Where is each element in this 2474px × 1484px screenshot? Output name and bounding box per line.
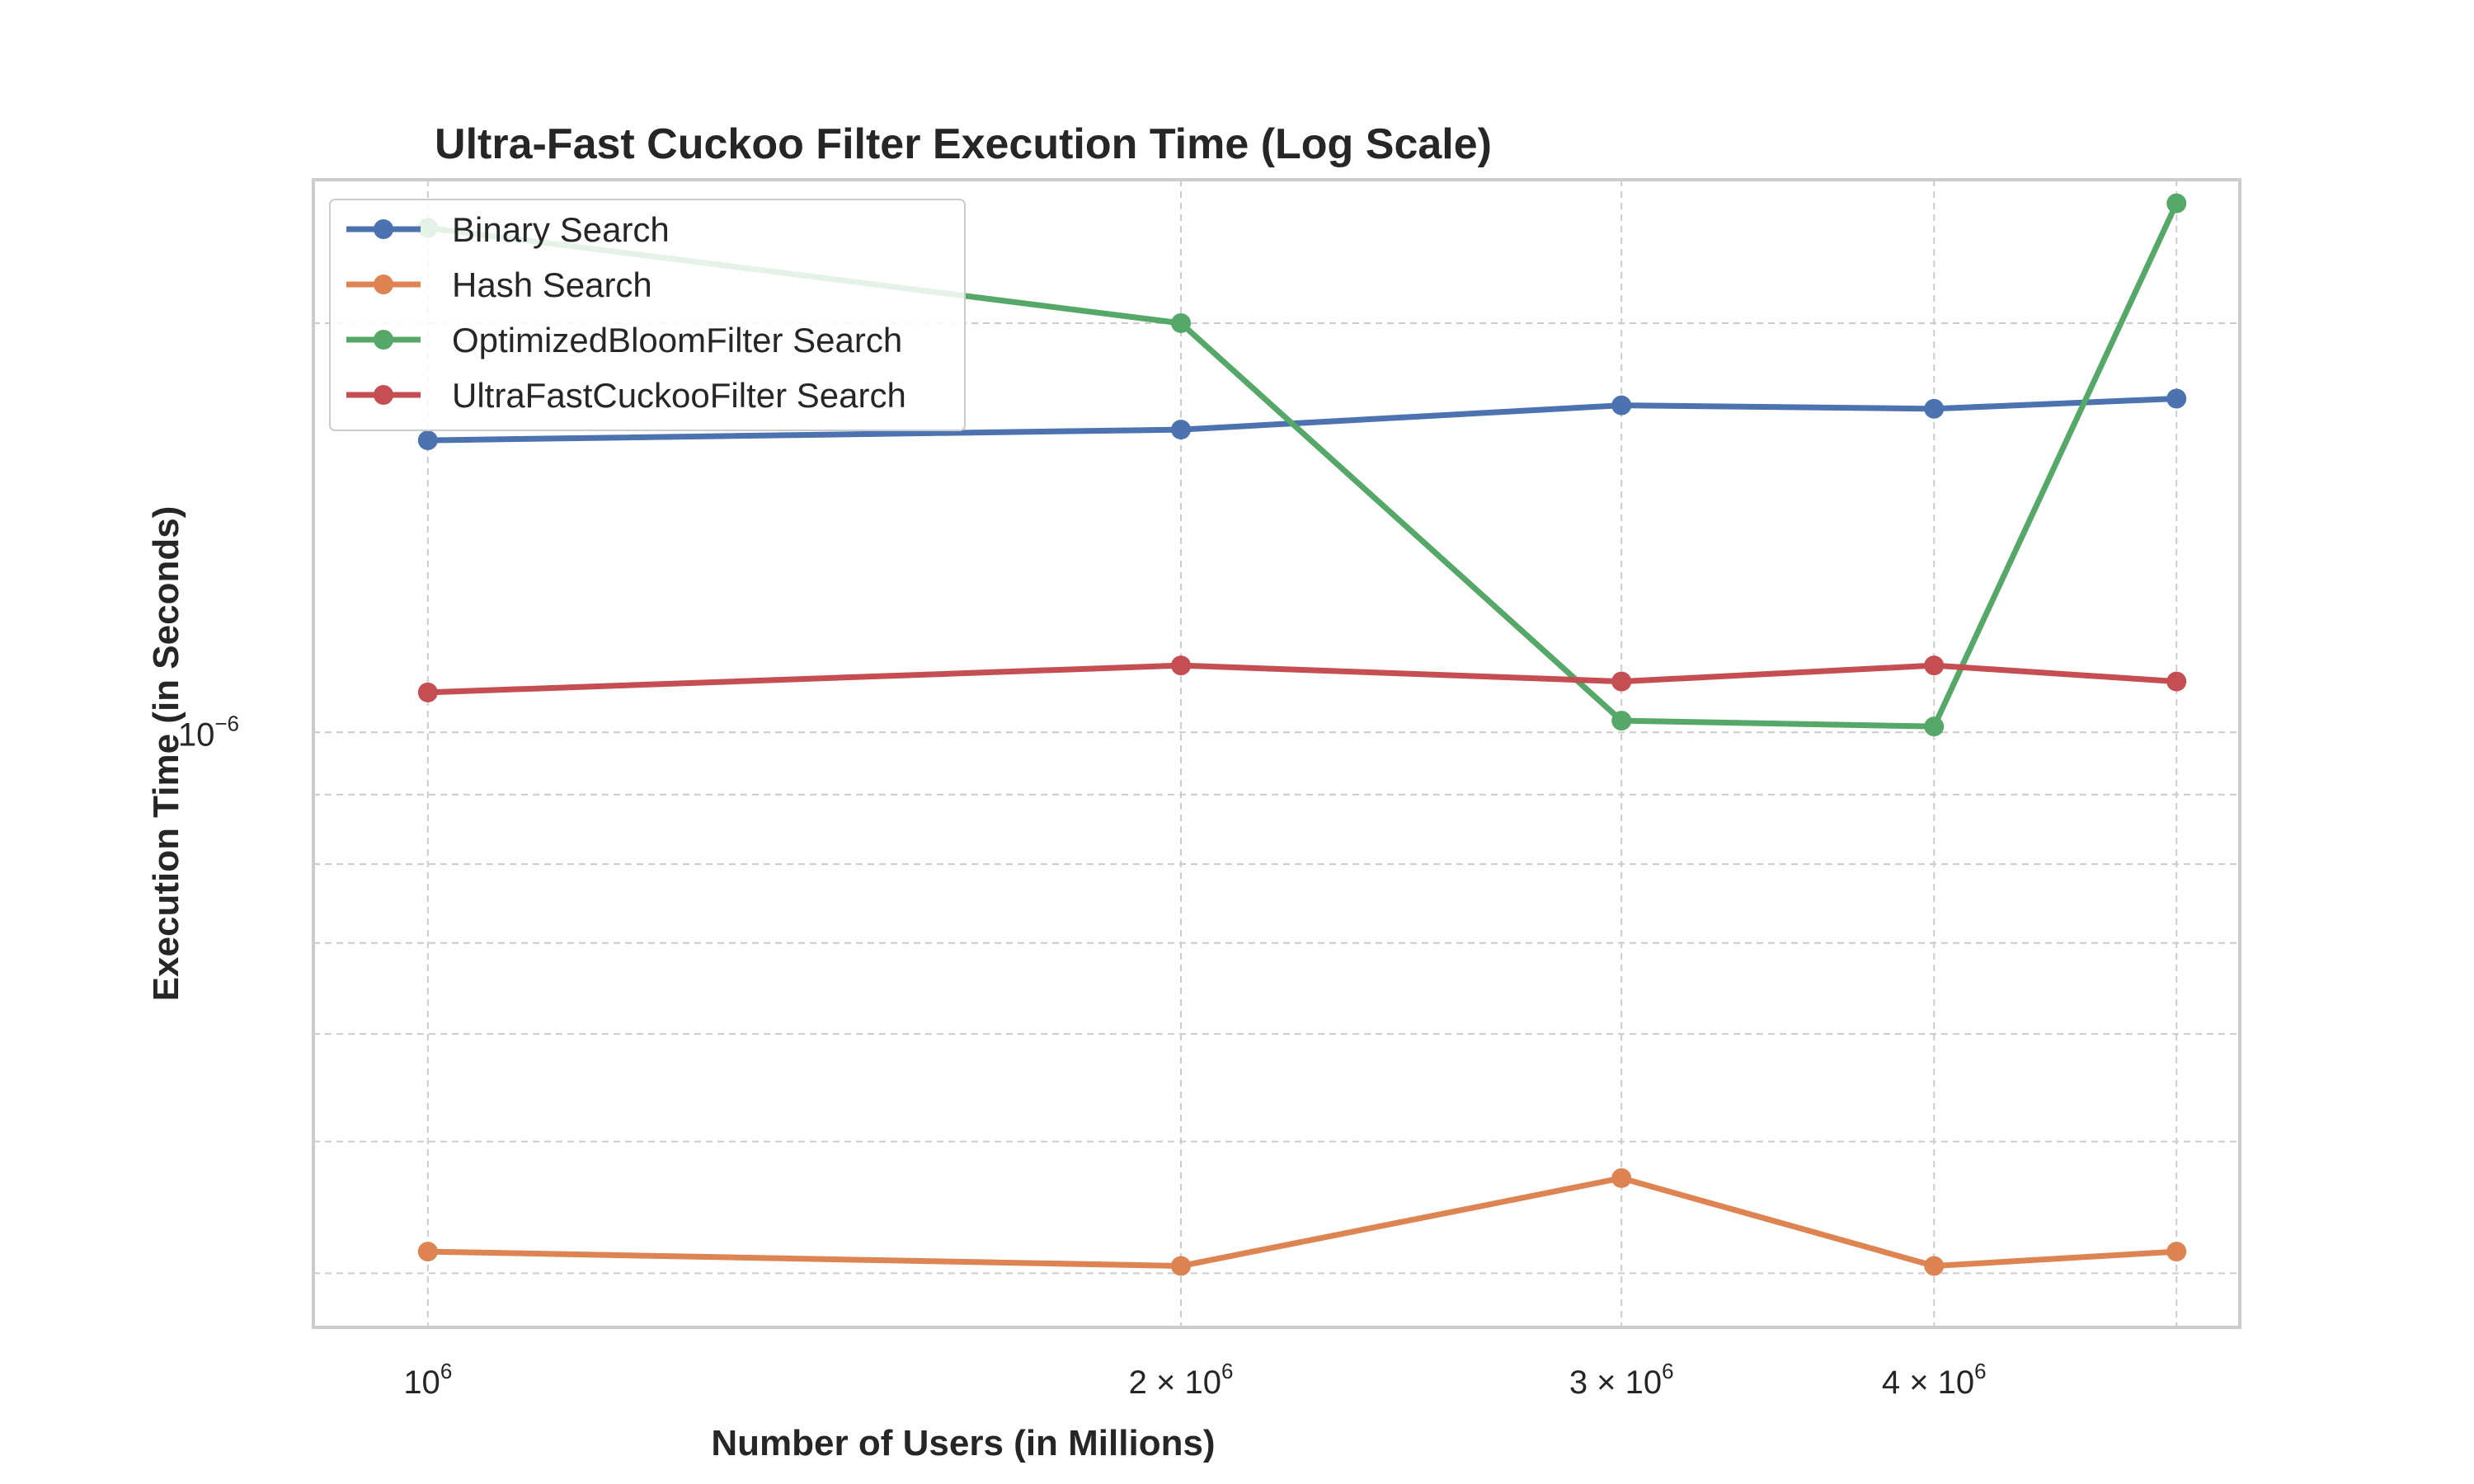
series-binary-search bbox=[417, 388, 2187, 451]
data-point bbox=[1924, 716, 1945, 737]
legend-label: UltraFastCuckooFilter Search bbox=[452, 376, 906, 415]
y-axis-label: Execution Time (in Seconds) bbox=[146, 506, 186, 1002]
legend-label: OptimizedBloomFilter Search bbox=[452, 321, 902, 359]
data-point bbox=[2166, 671, 2187, 692]
data-point bbox=[2166, 1242, 2187, 1262]
legend-item: OptimizedBloomFilter Search bbox=[346, 321, 902, 359]
grid-layer bbox=[313, 180, 2240, 1327]
data-point bbox=[1171, 420, 1192, 440]
legend-marker bbox=[374, 385, 393, 405]
data-point bbox=[1924, 398, 1945, 419]
legend-label: Binary Search bbox=[452, 210, 670, 249]
data-point bbox=[1611, 671, 1632, 692]
data-point bbox=[417, 430, 438, 451]
legend-marker bbox=[374, 330, 393, 350]
legend-label: Hash Search bbox=[452, 265, 652, 304]
data-point bbox=[1924, 655, 1945, 676]
legend: Binary Search Hash Search OptimizedBloomFi… bbox=[329, 199, 966, 431]
legend-marker bbox=[374, 219, 393, 239]
data-point bbox=[1611, 711, 1632, 731]
x-tick-label: 4 × 106 bbox=[1882, 1359, 1987, 1401]
data-point bbox=[1611, 395, 1632, 416]
data-point bbox=[1924, 1256, 1945, 1276]
legend-marker bbox=[374, 275, 393, 294]
legend-box bbox=[329, 199, 966, 431]
data-point bbox=[2166, 193, 2187, 214]
x-axis-label: Number of Users (in Millions) bbox=[711, 1423, 1215, 1463]
data-point bbox=[1611, 1167, 1632, 1188]
series-line bbox=[427, 662, 2177, 696]
data-point bbox=[1171, 312, 1192, 333]
series-ultrafastcuckoofilter-search bbox=[417, 655, 2187, 702]
y-tick-labels: 10−6 bbox=[178, 711, 239, 753]
data-point bbox=[417, 1242, 438, 1262]
data-point bbox=[1171, 1256, 1192, 1276]
y-tick-label: 10−6 bbox=[178, 711, 239, 753]
x-tick-label: 2 × 106 bbox=[1129, 1359, 1234, 1401]
legend-item: Hash Search bbox=[346, 265, 652, 304]
series-hash-search bbox=[417, 1167, 2187, 1276]
legend-item: Binary Search bbox=[346, 210, 670, 249]
data-point bbox=[417, 682, 438, 702]
data-point bbox=[1171, 655, 1192, 676]
chart-title: Ultra-Fast Cuckoo Filter Execution Time … bbox=[435, 120, 1492, 168]
plot-frame bbox=[312, 178, 2241, 1329]
data-point bbox=[2166, 388, 2187, 409]
x-tick-label: 106 bbox=[403, 1359, 452, 1401]
x-tick-label: 3 × 106 bbox=[1569, 1359, 1674, 1401]
series-line bbox=[427, 1175, 2177, 1270]
legend-item: UltraFastCuckooFilter Search bbox=[346, 376, 906, 415]
x-tick-labels: 106 2 × 106 3 × 106 4 × 106 bbox=[403, 1359, 1986, 1401]
